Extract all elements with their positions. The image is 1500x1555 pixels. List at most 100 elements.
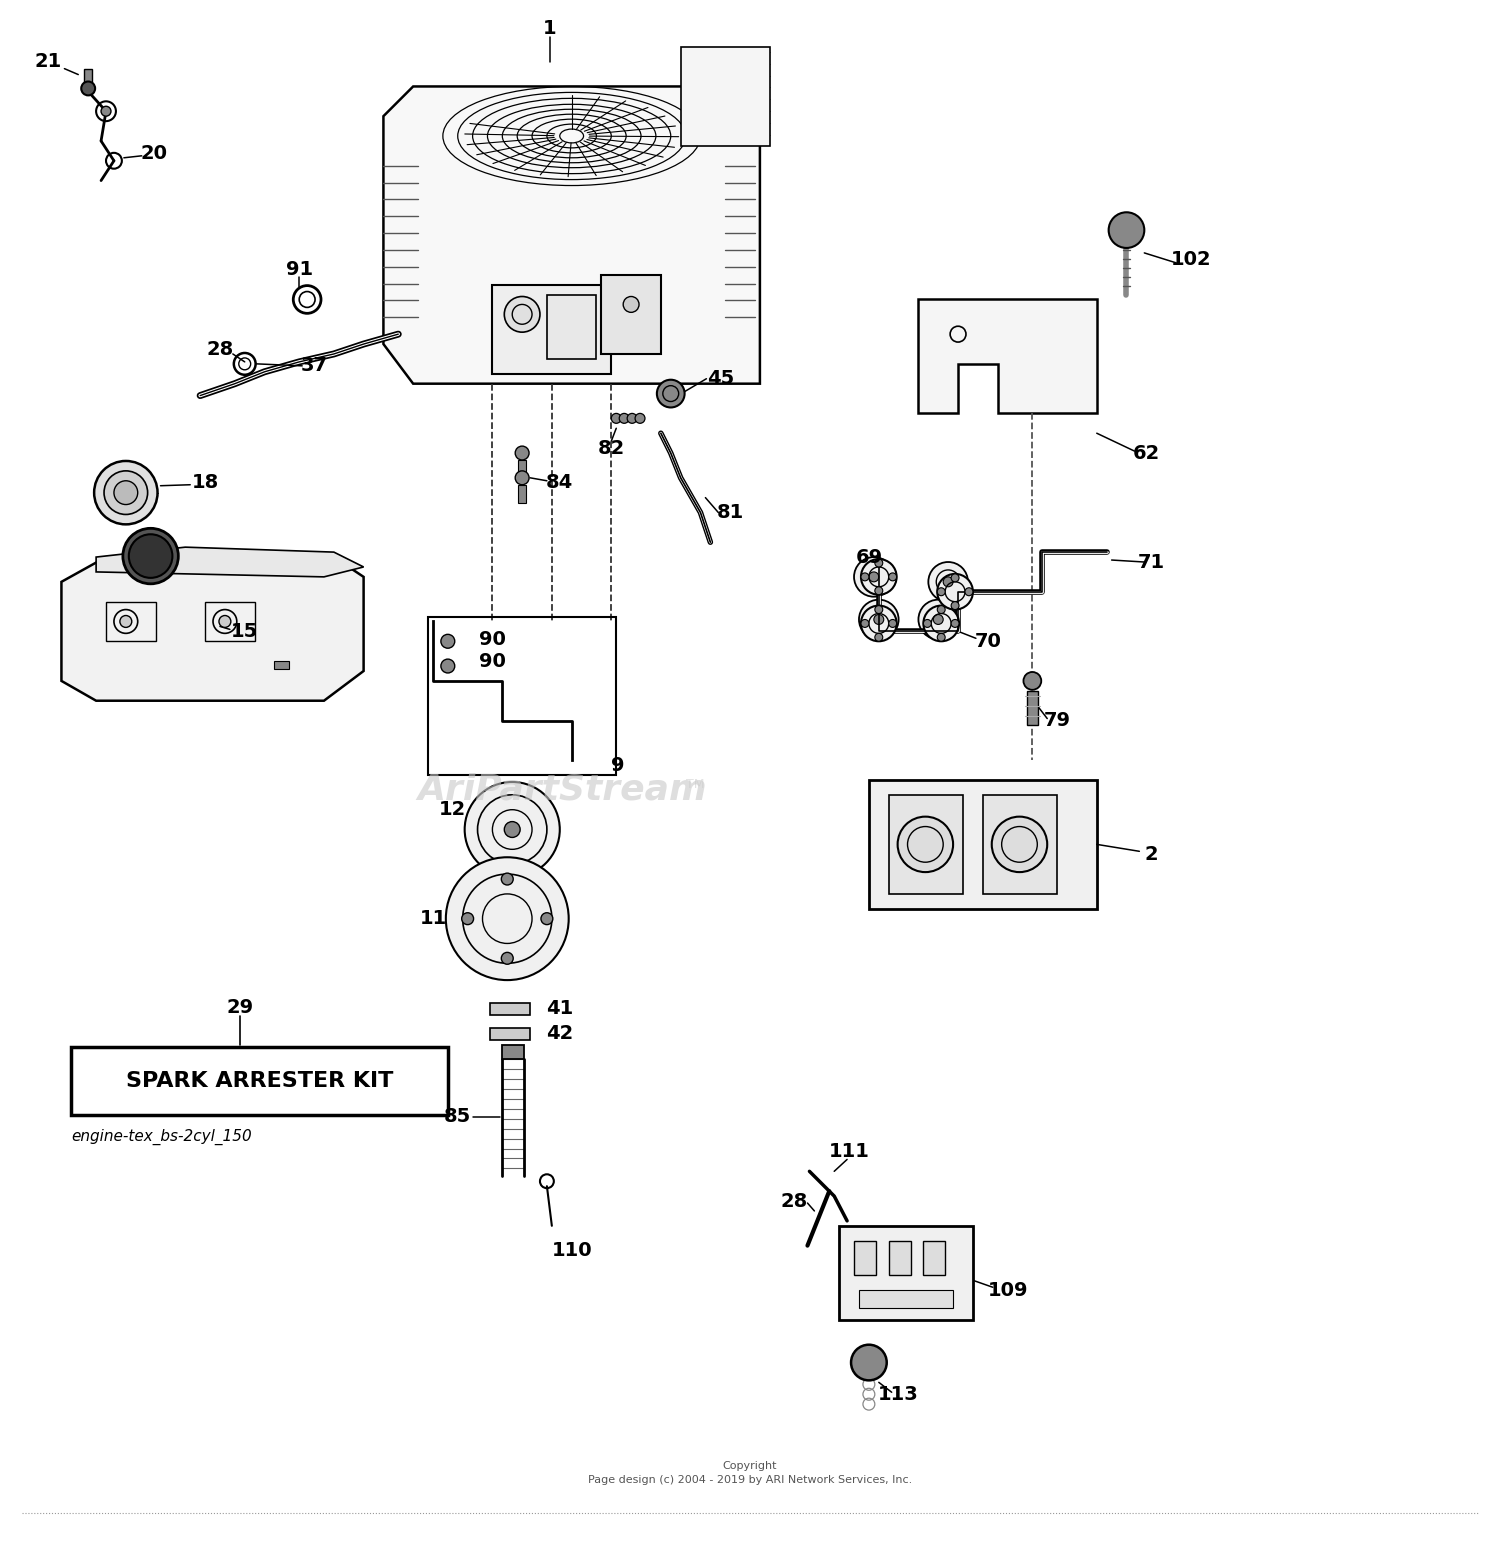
Bar: [274, 661, 290, 669]
Text: 82: 82: [597, 439, 626, 457]
Bar: [427, 616, 616, 774]
Circle shape: [465, 782, 560, 877]
Circle shape: [938, 605, 945, 614]
Circle shape: [446, 857, 568, 980]
Polygon shape: [384, 87, 760, 384]
Circle shape: [918, 600, 958, 639]
Circle shape: [874, 560, 884, 568]
Circle shape: [861, 560, 897, 594]
Circle shape: [928, 561, 968, 602]
Bar: [518, 485, 526, 502]
Circle shape: [951, 574, 958, 582]
Circle shape: [933, 614, 944, 625]
Circle shape: [504, 297, 540, 333]
Bar: [548, 294, 597, 359]
Bar: [518, 460, 526, 477]
Circle shape: [100, 106, 111, 117]
Text: 111: 111: [828, 1141, 870, 1162]
Text: 9: 9: [612, 756, 626, 774]
Polygon shape: [96, 547, 363, 577]
Bar: [490, 1003, 530, 1015]
Circle shape: [514, 471, 529, 485]
Circle shape: [888, 572, 897, 582]
Circle shape: [114, 480, 138, 504]
Text: 29: 29: [226, 998, 254, 1017]
Circle shape: [627, 414, 638, 423]
Text: AriPartStream: AriPartStream: [417, 773, 706, 807]
Circle shape: [897, 816, 952, 872]
Text: Copyright
Page design (c) 2004 - 2019 by ARI Network Services, Inc.: Copyright Page design (c) 2004 - 2019 by…: [588, 1462, 912, 1485]
Circle shape: [850, 1345, 886, 1381]
Circle shape: [964, 588, 974, 596]
Text: 41: 41: [546, 1000, 573, 1019]
Text: 109: 109: [987, 1281, 1028, 1300]
Text: 37: 37: [300, 356, 327, 375]
Circle shape: [938, 588, 945, 596]
Circle shape: [951, 602, 958, 610]
Circle shape: [868, 572, 879, 582]
Bar: [888, 1241, 910, 1275]
Text: 28: 28: [207, 339, 234, 359]
Text: 42: 42: [546, 1025, 573, 1043]
Text: 90: 90: [478, 630, 506, 648]
Circle shape: [1108, 213, 1144, 247]
Bar: [1028, 690, 1038, 726]
Circle shape: [938, 633, 945, 641]
Bar: [681, 47, 770, 146]
Text: 1: 1: [543, 20, 556, 39]
Text: 2: 2: [1144, 844, 1158, 863]
Bar: [72, 1048, 448, 1115]
Bar: [868, 781, 1096, 908]
Circle shape: [501, 872, 513, 885]
Circle shape: [924, 619, 932, 627]
Circle shape: [861, 619, 868, 627]
Text: 91: 91: [285, 260, 314, 280]
Circle shape: [94, 460, 158, 524]
Polygon shape: [62, 552, 363, 701]
Circle shape: [874, 633, 884, 641]
Text: 28: 28: [782, 1191, 808, 1210]
Circle shape: [514, 446, 529, 460]
Bar: [853, 1241, 876, 1275]
Bar: [982, 795, 1058, 894]
Text: 85: 85: [444, 1107, 471, 1126]
Circle shape: [441, 659, 454, 673]
Circle shape: [938, 574, 974, 610]
Polygon shape: [918, 300, 1096, 414]
Text: 90: 90: [478, 652, 506, 670]
Circle shape: [657, 379, 684, 407]
Text: 102: 102: [1170, 250, 1210, 269]
Bar: [888, 795, 963, 894]
Text: 45: 45: [706, 369, 734, 389]
Circle shape: [992, 816, 1047, 872]
Circle shape: [123, 529, 178, 583]
Circle shape: [874, 614, 884, 625]
Circle shape: [1023, 672, 1041, 690]
Bar: [839, 1225, 974, 1320]
Text: 21: 21: [34, 53, 62, 72]
Circle shape: [861, 605, 897, 641]
Bar: [859, 1291, 952, 1308]
Bar: [924, 1241, 945, 1275]
Circle shape: [441, 634, 454, 648]
Text: 15: 15: [231, 622, 258, 641]
Text: 81: 81: [717, 502, 744, 522]
Bar: [503, 1045, 524, 1059]
Circle shape: [542, 913, 554, 925]
Text: 20: 20: [140, 145, 166, 163]
Circle shape: [104, 471, 147, 515]
Circle shape: [924, 605, 958, 641]
Text: 62: 62: [1132, 443, 1160, 462]
Circle shape: [81, 81, 94, 95]
Bar: [106, 602, 156, 641]
Text: SPARK ARRESTER KIT: SPARK ARRESTER KIT: [126, 1071, 393, 1092]
Bar: [84, 68, 92, 89]
Circle shape: [129, 535, 173, 578]
Bar: [490, 1028, 530, 1040]
Circle shape: [874, 586, 884, 594]
Text: TM: TM: [686, 778, 703, 791]
Bar: [492, 285, 612, 373]
Circle shape: [219, 616, 231, 627]
Circle shape: [951, 619, 958, 627]
Circle shape: [861, 572, 868, 582]
